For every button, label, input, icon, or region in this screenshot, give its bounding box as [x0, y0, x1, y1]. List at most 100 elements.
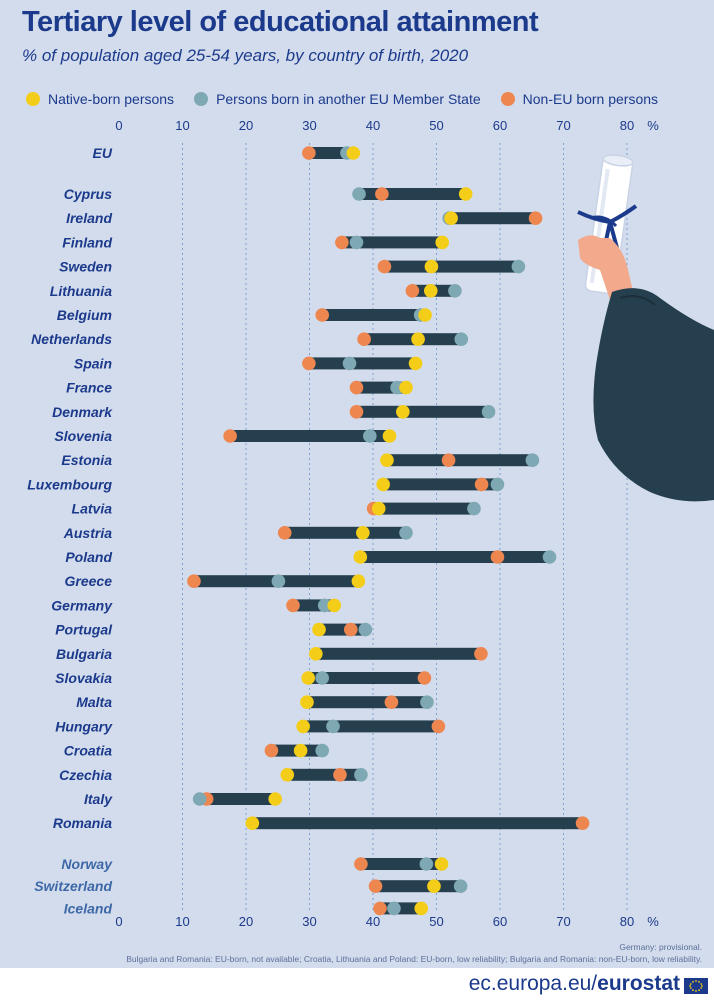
range-bar-latvia	[373, 502, 474, 515]
tick-label-top-0: 0	[115, 118, 122, 133]
dot-native-austria	[356, 526, 370, 540]
dot-native-netherlands	[411, 332, 425, 346]
dot-eu-austria	[399, 526, 413, 540]
country-label-slovakia: Slovakia	[55, 670, 112, 686]
dot-noneu-iceland	[373, 901, 387, 916]
tick-label-top-70: 70	[556, 118, 570, 133]
dot-native-latvia	[371, 501, 386, 516]
legend-dot-eu	[194, 92, 209, 106]
dot-native-france	[399, 380, 413, 395]
dot-native-greece	[351, 574, 366, 588]
dot-noneu-slovenia	[223, 429, 237, 443]
range-bar-bulgaria	[315, 647, 481, 660]
dot-noneu-czechia	[333, 768, 347, 782]
range-bar-sweden	[384, 260, 519, 273]
dot-noneu-switzerland	[368, 879, 383, 893]
range-bar-cyprus	[359, 188, 466, 200]
dot-noneu-austria	[277, 526, 292, 540]
dot-eu-estonia	[525, 453, 540, 468]
country-label-eu: EU	[93, 145, 113, 161]
range-bar-austria	[284, 526, 407, 539]
dot-eu-luxembourg	[490, 477, 505, 492]
legend: Native-born persons Persons born in anot…	[26, 91, 678, 107]
country-label-germany: Germany	[51, 597, 113, 613]
range-bar-portugal	[319, 623, 366, 636]
range-bar-poland	[360, 551, 550, 563]
dot-noneu-belgium	[315, 308, 330, 322]
dot-native-czechia	[280, 768, 295, 782]
dot-eu-malta	[420, 695, 434, 709]
dot-noneu-cyprus	[375, 187, 389, 201]
dot-native-iceland	[414, 901, 429, 916]
dot-eu-croatia	[315, 743, 330, 758]
range-bar-luxembourg	[383, 478, 498, 491]
country-label-italy: Italy	[84, 791, 113, 807]
country-label-switzerland: Switzerland	[34, 878, 112, 894]
dot-native-estonia	[380, 453, 394, 468]
country-label-lithuania: Lithuania	[50, 283, 112, 299]
country-label-france: France	[66, 380, 112, 396]
tick-label-top-30: 30	[302, 118, 316, 133]
dot-eu-norway	[419, 857, 434, 871]
country-label-norway: Norway	[61, 856, 113, 872]
dot-noneu-finland	[335, 235, 349, 250]
dot-eu-iceland	[387, 901, 401, 916]
legend-item-eu: Persons born in another EU Member State	[194, 91, 481, 107]
dot-eu-denmark	[481, 405, 496, 419]
country-label-portugal: Portugal	[55, 622, 113, 638]
dot-eu-netherlands	[454, 332, 469, 346]
range-bar-belgium	[322, 309, 426, 321]
tick-label-bottom-30: 30	[302, 914, 316, 929]
dot-eu-slovenia	[363, 429, 377, 443]
dot-noneu-ireland	[528, 211, 543, 225]
dot-eu-lithuania	[448, 284, 462, 298]
country-label-romania: Romania	[53, 815, 112, 831]
dot-native-ireland	[444, 211, 458, 225]
range-bar-finland	[341, 236, 443, 249]
range-bar-malta	[306, 696, 427, 709]
country-label-belgium: Belgium	[57, 307, 112, 323]
dot-eu-germany	[317, 598, 332, 613]
tick-label-bottom-60: 60	[493, 914, 507, 929]
country-label-czechia: Czechia	[59, 767, 112, 783]
country-label-finland: Finland	[62, 234, 112, 250]
dot-noneu-eu	[302, 146, 316, 160]
country-label-malta: Malta	[76, 694, 112, 710]
country-label-sweden: Sweden	[59, 259, 112, 275]
country-label-austria: Austria	[63, 525, 112, 541]
dot-eu-finland	[349, 235, 364, 250]
dot-native-sweden	[424, 259, 439, 274]
dot-noneu-norway	[354, 857, 368, 871]
axis-unit-bottom: %	[647, 914, 659, 929]
country-label-ireland: Ireland	[66, 210, 112, 226]
country-label-iceland: Iceland	[64, 900, 113, 916]
diploma-illustration	[577, 154, 714, 502]
country-label-luxembourg: Luxembourg	[27, 476, 112, 492]
range-bar-italy	[199, 793, 276, 805]
dot-native-norway	[434, 857, 449, 871]
dot-eu-spain	[342, 356, 357, 371]
dot-noneu-germany	[286, 598, 300, 613]
footnote-1: Germany: provisional.	[619, 942, 702, 952]
footnote-2: Bulgaria and Romania: EU-born, not avail…	[126, 954, 702, 964]
tick-label-bottom-80: 80	[620, 914, 634, 929]
range-bar-estonia	[386, 454, 533, 467]
footer-site-link[interactable]: ec.europa.eu/eurostat	[469, 972, 680, 996]
range-bar-czechia	[287, 768, 361, 781]
dot-native-spain	[408, 356, 423, 371]
chart-subtitle: % of population aged 25-54 years, by cou…	[22, 46, 469, 65]
country-label-croatia: Croatia	[64, 743, 112, 759]
dot-native-switzerland	[427, 879, 441, 893]
range-bar-slovenia	[230, 430, 390, 442]
dot-eu-hungary	[326, 719, 340, 734]
dot-native-slovakia	[301, 671, 316, 685]
range-bar-switzerland	[375, 880, 461, 893]
dot-native-malta	[300, 695, 314, 709]
dot-native-italy	[268, 792, 283, 806]
dot-native-portugal	[312, 622, 326, 637]
tick-label-bottom-70: 70	[556, 914, 570, 929]
range-bar-romania	[252, 817, 583, 830]
dot-native-croatia	[293, 743, 308, 758]
tick-label-top-80: 80	[620, 118, 634, 133]
dots-layer	[187, 146, 590, 916]
